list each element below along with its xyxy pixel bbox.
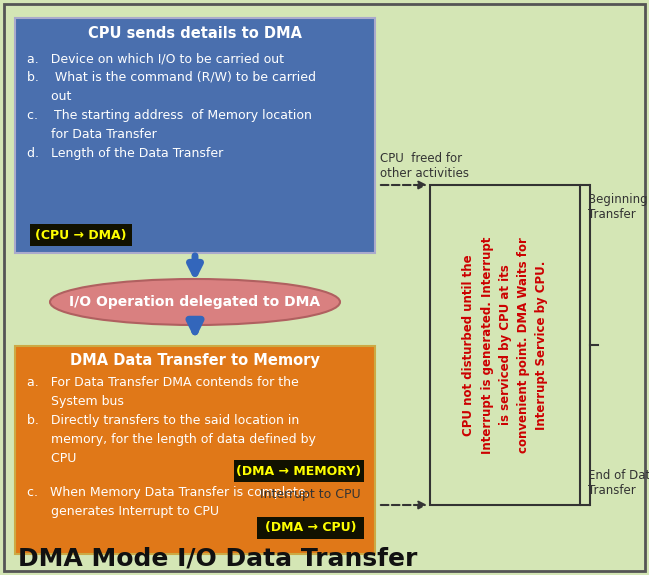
FancyBboxPatch shape — [234, 460, 364, 482]
Text: End of Data
Transfer: End of Data Transfer — [588, 469, 649, 497]
Text: c.   When Memory Data Transfer is complete,
      generates Interrupt to CPU: c. When Memory Data Transfer is complete… — [27, 486, 310, 518]
Text: CPU not disturbed until the
Interrupt is generated. Interrupt
is serviced by CPU: CPU not disturbed until the Interrupt is… — [463, 236, 548, 454]
Text: DMA Data Transfer to Memory: DMA Data Transfer to Memory — [70, 354, 320, 369]
Ellipse shape — [50, 279, 340, 325]
Text: I/O Operation delegated to DMA: I/O Operation delegated to DMA — [69, 295, 321, 309]
FancyBboxPatch shape — [30, 224, 132, 246]
FancyBboxPatch shape — [257, 517, 364, 539]
FancyBboxPatch shape — [15, 346, 375, 554]
Text: CPU sends details to DMA: CPU sends details to DMA — [88, 26, 302, 41]
Text: Interrupt to CPU: Interrupt to CPU — [260, 488, 360, 501]
FancyBboxPatch shape — [15, 18, 375, 253]
FancyBboxPatch shape — [430, 185, 580, 505]
Text: CPU  freed for
other activities: CPU freed for other activities — [380, 152, 469, 180]
Text: (DMA → CPU): (DMA → CPU) — [265, 522, 356, 535]
Text: DMA Mode I/O Data Transfer: DMA Mode I/O Data Transfer — [18, 546, 417, 570]
Text: a.   Device on which I/O to be carried out
b.    What is the command (R/W) to be: a. Device on which I/O to be carried out… — [27, 52, 316, 160]
Text: a.   For Data Transfer DMA contends for the
      System bus
b.   Directly trans: a. For Data Transfer DMA contends for th… — [27, 376, 316, 465]
Text: (DMA → MEMORY): (DMA → MEMORY) — [236, 465, 361, 477]
Text: Beginning of Data
Transfer: Beginning of Data Transfer — [588, 193, 649, 221]
Text: (CPU → DMA): (CPU → DMA) — [35, 228, 127, 242]
